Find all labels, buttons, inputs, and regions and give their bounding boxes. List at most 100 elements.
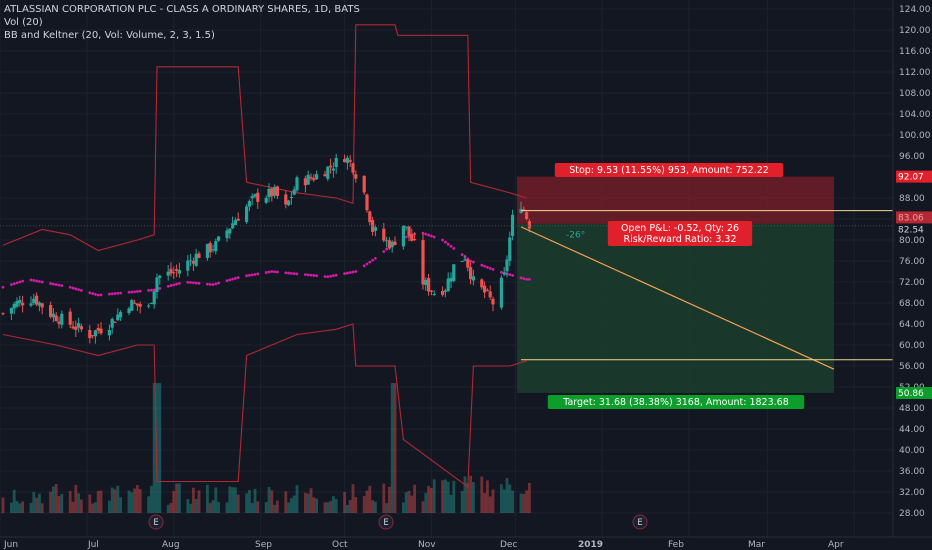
position-zones: [517, 176, 834, 393]
current-price-tag-text: 82.54: [898, 226, 924, 236]
bands-indicator-label[interactable]: BB and Keltner (20, Vol: Volume, 2, 3, 1…: [4, 30, 215, 41]
bb-mid-dot: [446, 242, 450, 246]
y-tick-label: 100.00: [899, 131, 931, 141]
volume-bar: [119, 497, 122, 513]
candle: [247, 201, 251, 207]
candle: [77, 323, 81, 328]
target-label-bg: [547, 395, 805, 409]
drawing-tools[interactable]: -26° Stop: 9.53 (11.55%) 953, Amount: 752…: [0, 163, 893, 409]
bb-mid-dot: [488, 266, 492, 270]
bb-mid-dot: [480, 263, 484, 267]
bb-mid-dot: [508, 273, 512, 277]
bb-mid-dot: [432, 235, 436, 239]
bb-mid-dot: [60, 284, 64, 288]
candle: [32, 298, 36, 304]
volume-bar: [390, 383, 394, 513]
bb-mid-dot: [276, 270, 279, 274]
bb-mid-dot: [91, 292, 94, 295]
volume-bar: [38, 493, 41, 513]
target-label[interactable]: Target: 31.68 (38.38%) 3168, Amount: 182…: [547, 395, 805, 409]
volume-bar: [276, 500, 279, 513]
candle: [256, 192, 260, 202]
volume-bar: [10, 502, 13, 513]
volume-bar: [186, 499, 190, 513]
bb-mid-dot: [225, 279, 229, 283]
volume-bar: [502, 489, 506, 513]
trend-line[interactable]: [520, 226, 835, 370]
volume-bar: [410, 495, 414, 513]
volume-bar: [290, 498, 293, 513]
volume-bar: [166, 504, 170, 513]
candle: [175, 269, 179, 271]
bb-mid-dot: [29, 278, 33, 282]
volume-bar: [49, 491, 52, 513]
volume-bar: [197, 490, 201, 513]
price-axis[interactable]: 124.00 120.00 116.00 112.00 108.00 104.00 100.…: [892, 0, 931, 537]
bb-mid-dot: [441, 238, 444, 242]
candle: [413, 239, 417, 241]
earnings-marker[interactable]: E: [632, 514, 648, 530]
bb-mid-dot: [136, 290, 139, 293]
bb-mid-dot: [108, 292, 111, 296]
bb-mid-dot: [18, 280, 22, 284]
candle: [387, 240, 391, 249]
volume-bar: [18, 503, 22, 513]
bb-mid-dot: [469, 259, 472, 263]
time-axis[interactable]: Jun Jul Aug Sep Oct Nov Dec 2019 Feb Mar Apr: [0, 536, 932, 550]
bb-mid-dot: [40, 280, 44, 284]
volume-indicator-label[interactable]: Vol (20): [4, 17, 43, 28]
bb-mid-dot: [270, 270, 274, 273]
candle: [245, 206, 249, 223]
bb-mid-dot: [430, 234, 433, 238]
candle: [158, 275, 162, 279]
bb-mid-dot: [138, 289, 142, 293]
candle: [35, 295, 39, 305]
volume-bar: [236, 494, 240, 513]
bb-mid-dot: [1, 285, 5, 289]
earnings-icon: [378, 514, 394, 530]
x-tick-label: Nov: [418, 540, 436, 550]
volume-bar: [91, 503, 94, 513]
candle: [228, 228, 232, 234]
bb-mid-dot: [88, 291, 92, 295]
volume-bar: [388, 486, 391, 513]
candle: [93, 330, 97, 337]
bb-mid-dot: [80, 289, 83, 292]
volume-bar: [208, 502, 212, 513]
volume-bar: [427, 485, 430, 513]
volume-bar: [253, 488, 257, 513]
bb-mid-dot: [113, 292, 117, 295]
candle: [79, 326, 83, 330]
candle: [488, 291, 492, 298]
bb-mid-dot: [460, 253, 464, 257]
stop-label[interactable]: Stop: 9.53 (11.55%) 953, Amount: 752.22: [554, 163, 784, 177]
volume-bar: [306, 493, 310, 513]
bb-mid-dot: [522, 277, 526, 280]
volume-bar: [365, 490, 369, 513]
symbol-title[interactable]: ATLASSIAN CORPORATION PLC - CLASS A ORDI…: [4, 4, 360, 15]
y-tick-label: 76.00: [899, 257, 925, 267]
candle: [485, 289, 489, 291]
bb-mid-dot: [444, 240, 447, 244]
stop-label-bg: [554, 163, 784, 177]
y-tick-label: 48.00: [899, 404, 925, 414]
volume-bar: [74, 484, 78, 513]
bb-mid-dot: [214, 282, 218, 286]
bb-mid-dot: [329, 274, 332, 278]
earnings-marker[interactable]: E: [148, 514, 164, 530]
candle: [197, 253, 201, 259]
candle: [186, 260, 190, 271]
candle: [127, 308, 131, 313]
bb-mid-dot: [175, 282, 179, 286]
bb-mid-dot: [116, 291, 120, 295]
candle: [527, 221, 531, 229]
candle: [368, 211, 372, 223]
bb-mid-dot: [326, 275, 330, 279]
bb-mid-dot: [248, 273, 251, 277]
candle: [155, 277, 159, 292]
earnings-marker[interactable]: E: [378, 514, 394, 530]
volume-bar: [295, 485, 299, 513]
